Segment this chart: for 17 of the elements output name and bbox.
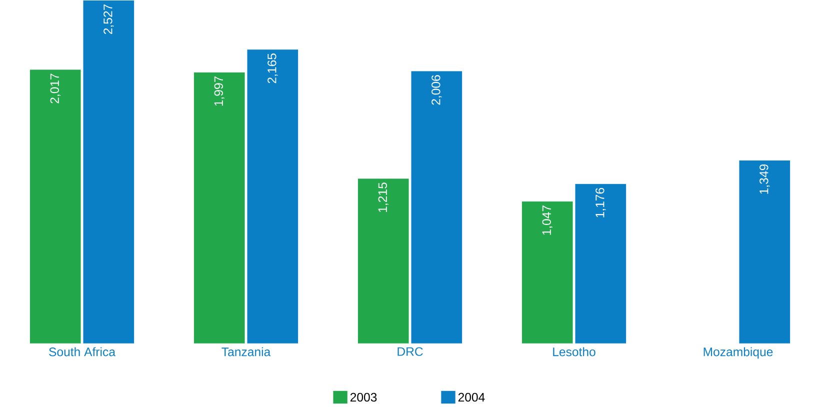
data-label: 1,215 [378, 182, 388, 212]
bar [738, 160, 790, 344]
legend-label: 2004 [458, 392, 485, 402]
data-label: 1,349 [760, 164, 770, 194]
data-label: 2,006 [432, 75, 442, 105]
data-label: 1,047 [542, 205, 552, 235]
x-tick-label: Mozambique [704, 347, 773, 359]
x-tick-label: Tanzania [222, 347, 271, 356]
data-label: 1,997 [214, 76, 224, 106]
x-tick-label: DRC [398, 347, 423, 356]
data-label: 2,527 [104, 4, 114, 34]
x-tick-label: Lesotho [553, 347, 596, 356]
data-label: 1,176 [596, 188, 606, 218]
x-tick-label: South Africa [49, 347, 116, 356]
data-label: 2,165 [268, 53, 278, 84]
legend-label: 2003 [350, 392, 377, 402]
data-label: 2,017 [50, 74, 60, 104]
